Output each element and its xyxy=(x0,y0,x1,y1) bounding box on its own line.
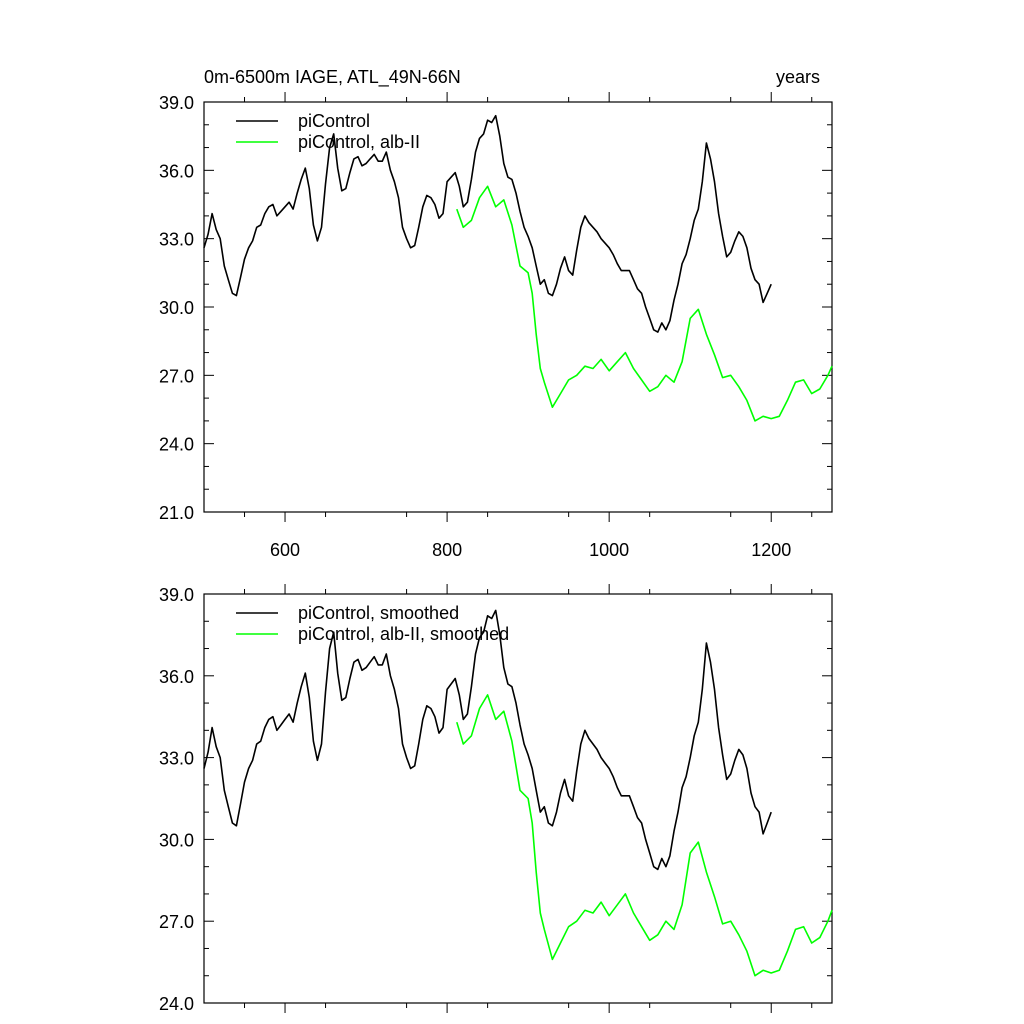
x-tick-label: 1000 xyxy=(589,540,629,560)
plot-frame xyxy=(203,101,833,513)
x-tick-label: 600 xyxy=(270,540,300,560)
y-tick-label: 27.0 xyxy=(159,366,194,386)
series-line-picontrol xyxy=(203,114,772,333)
y-tick-label: 39.0 xyxy=(159,585,194,605)
plot-frame xyxy=(203,593,833,1004)
y-tick-label: 24.0 xyxy=(159,994,194,1014)
y-tick-label: 27.0 xyxy=(159,912,194,932)
y-tick-label: 30.0 xyxy=(159,298,194,318)
series-line-alb-ii xyxy=(456,694,833,977)
legend-label: piControl, smoothed xyxy=(298,603,459,623)
legend-label: piControl xyxy=(298,111,370,131)
x-tick-label: 1200 xyxy=(751,540,791,560)
y-tick-label: 24.0 xyxy=(159,435,194,455)
y-tick-label: 30.0 xyxy=(159,830,194,850)
bottom-panel: 24.0 27.0 30.0 33.0 36.0 39.0 piControl, smoot… xyxy=(159,584,833,1014)
y-tick-label: 21.0 xyxy=(159,503,194,523)
legend-label: piControl, alb-II xyxy=(298,132,420,152)
y-tick-label: 39.0 xyxy=(159,93,194,113)
top-panel: 0m-6500m IAGE, ATL_49N-66N years 21.0 24.… xyxy=(159,67,833,560)
y-tick-label: 36.0 xyxy=(159,667,194,687)
y-tick-label: 33.0 xyxy=(159,749,194,769)
legend-label: piControl, alb-II, smoothed xyxy=(298,624,509,644)
chart-title: 0m-6500m IAGE, ATL_49N-66N xyxy=(204,67,461,88)
series-line-alb-ii xyxy=(456,185,833,422)
y-tick-label: 33.0 xyxy=(159,230,194,250)
series-line-picontrol xyxy=(203,609,772,871)
chart-units: years xyxy=(776,67,820,87)
x-tick-label: 800 xyxy=(432,540,462,560)
y-tick-label: 36.0 xyxy=(159,161,194,181)
